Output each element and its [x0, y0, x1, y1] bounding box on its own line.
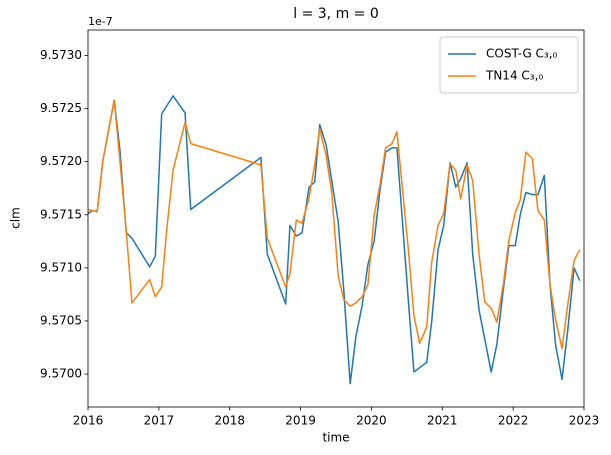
x-tick-label: 2018: [214, 414, 245, 428]
x-tick-label: 2023: [569, 414, 600, 428]
y-tick-label: 9.5715: [40, 207, 82, 221]
legend-label: TN14 C₃,₀: [485, 69, 543, 83]
y-tick-label: 9.5710: [40, 260, 82, 274]
y-axis-label: clm: [9, 207, 23, 229]
series-line: [88, 99, 581, 350]
x-tick-label: 2019: [285, 414, 316, 428]
chart-title: l = 3, m = 0: [293, 6, 379, 22]
legend-label: COST-G C₃,₀: [486, 47, 558, 61]
legend-box: [439, 36, 579, 94]
y-offset-label: 1e-7: [88, 15, 113, 28]
x-tick-label: 2022: [498, 414, 529, 428]
plot-frame: [87, 29, 585, 408]
x-tick-label: 2016: [73, 414, 104, 428]
x-tick-label: 2020: [356, 414, 387, 428]
y-tick-label: 9.5725: [40, 101, 82, 115]
y-tick-label: 9.5730: [40, 48, 82, 62]
y-tick-label: 9.5705: [40, 313, 82, 327]
x-axis-label: time: [322, 431, 349, 445]
x-tick-label: 2021: [427, 414, 458, 428]
x-tick-label: 2017: [144, 414, 175, 428]
y-tick-label: 9.5720: [40, 154, 82, 168]
y-tick-label: 9.5700: [40, 367, 82, 381]
